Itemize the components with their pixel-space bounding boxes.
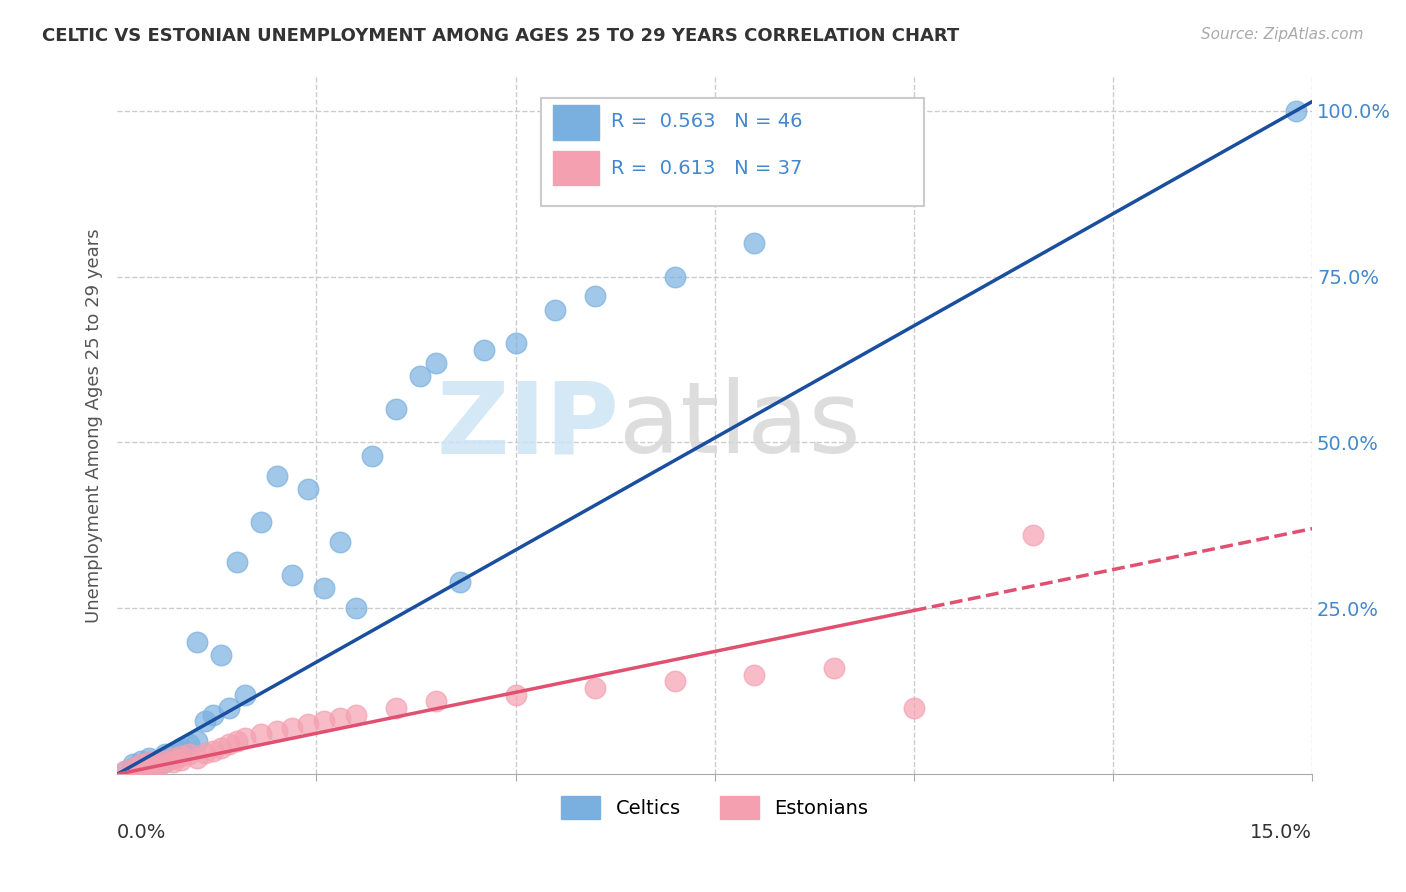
Text: CELTIC VS ESTONIAN UNEMPLOYMENT AMONG AGES 25 TO 29 YEARS CORRELATION CHART: CELTIC VS ESTONIAN UNEMPLOYMENT AMONG AG… bbox=[42, 27, 959, 45]
Point bbox=[129, 754, 152, 768]
Point bbox=[114, 764, 136, 778]
Point bbox=[218, 738, 240, 752]
Point bbox=[505, 688, 527, 702]
Text: 0.0%: 0.0% bbox=[117, 823, 166, 842]
Point bbox=[344, 601, 367, 615]
Point bbox=[186, 734, 208, 748]
Point bbox=[583, 289, 606, 303]
Point bbox=[329, 711, 352, 725]
Point bbox=[177, 738, 200, 752]
Bar bbox=[554, 151, 599, 186]
Text: 15.0%: 15.0% bbox=[1250, 823, 1312, 842]
Point bbox=[138, 759, 160, 773]
Point bbox=[194, 746, 217, 760]
Point bbox=[225, 734, 247, 748]
Point bbox=[146, 761, 169, 775]
Point bbox=[138, 759, 160, 773]
Point bbox=[153, 753, 176, 767]
Point bbox=[162, 750, 184, 764]
Point bbox=[177, 747, 200, 762]
Point bbox=[233, 688, 256, 702]
Point bbox=[233, 731, 256, 745]
Point bbox=[297, 717, 319, 731]
Point bbox=[170, 740, 193, 755]
Point bbox=[281, 721, 304, 735]
Point bbox=[218, 701, 240, 715]
Bar bbox=[554, 105, 599, 140]
Point bbox=[281, 568, 304, 582]
Point bbox=[266, 468, 288, 483]
Text: ZIP: ZIP bbox=[436, 377, 619, 475]
Point bbox=[409, 369, 432, 384]
Point bbox=[361, 449, 384, 463]
Point bbox=[122, 761, 145, 775]
Point bbox=[249, 515, 271, 529]
Point bbox=[186, 750, 208, 764]
Point bbox=[583, 681, 606, 695]
Point bbox=[314, 714, 336, 728]
Point bbox=[146, 757, 169, 772]
Point bbox=[425, 356, 447, 370]
Point bbox=[186, 634, 208, 648]
Point bbox=[146, 754, 169, 768]
Point bbox=[138, 756, 160, 770]
Point bbox=[823, 661, 845, 675]
Point bbox=[194, 714, 217, 728]
Point bbox=[1022, 528, 1045, 542]
Point bbox=[744, 667, 766, 681]
Point bbox=[744, 236, 766, 251]
Point bbox=[146, 761, 169, 775]
Point bbox=[314, 582, 336, 596]
Point bbox=[170, 753, 193, 767]
Point bbox=[385, 402, 408, 417]
Text: atlas: atlas bbox=[619, 377, 860, 475]
Point bbox=[153, 756, 176, 770]
Point bbox=[153, 754, 176, 768]
Point bbox=[162, 747, 184, 762]
Point bbox=[209, 648, 232, 662]
Point bbox=[297, 482, 319, 496]
Point bbox=[122, 761, 145, 775]
Point bbox=[1285, 103, 1308, 118]
Point bbox=[162, 756, 184, 770]
Text: R =  0.613   N = 37: R = 0.613 N = 37 bbox=[610, 159, 801, 178]
Point bbox=[153, 747, 176, 762]
Point bbox=[472, 343, 495, 357]
Point bbox=[129, 757, 152, 772]
Point bbox=[209, 740, 232, 755]
Point bbox=[225, 555, 247, 569]
Text: R =  0.563   N = 46: R = 0.563 N = 46 bbox=[610, 112, 803, 131]
Text: Source: ZipAtlas.com: Source: ZipAtlas.com bbox=[1201, 27, 1364, 42]
Point bbox=[170, 744, 193, 758]
Point bbox=[329, 535, 352, 549]
Legend: Celtics, Estonians: Celtics, Estonians bbox=[554, 788, 876, 827]
Point bbox=[266, 724, 288, 739]
Point bbox=[425, 694, 447, 708]
Point bbox=[344, 707, 367, 722]
Point bbox=[114, 764, 136, 778]
Y-axis label: Unemployment Among Ages 25 to 29 years: Unemployment Among Ages 25 to 29 years bbox=[86, 228, 103, 624]
Point bbox=[664, 674, 686, 689]
Point bbox=[129, 762, 152, 776]
Point bbox=[664, 269, 686, 284]
Point bbox=[449, 574, 471, 589]
FancyBboxPatch shape bbox=[541, 98, 924, 206]
Point bbox=[162, 750, 184, 764]
Point bbox=[122, 757, 145, 772]
Point bbox=[544, 302, 567, 317]
Point bbox=[385, 701, 408, 715]
Point bbox=[201, 744, 224, 758]
Point bbox=[138, 750, 160, 764]
Point bbox=[170, 748, 193, 763]
Point bbox=[903, 701, 925, 715]
Point bbox=[201, 707, 224, 722]
Point bbox=[129, 762, 152, 776]
Point bbox=[249, 727, 271, 741]
Point bbox=[146, 757, 169, 772]
Point bbox=[505, 335, 527, 350]
Point bbox=[138, 756, 160, 770]
